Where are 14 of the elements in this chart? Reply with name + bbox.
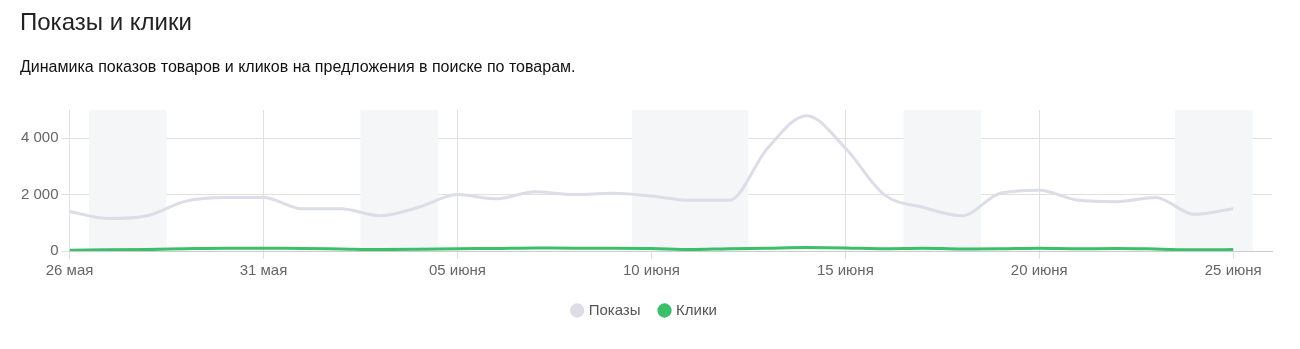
- x-tick-label: 15 июня: [816, 261, 874, 279]
- chart-subtitle: Динамика показов товаров и кликов на предложения в поиске по товарам.: [20, 58, 577, 76]
- y-tick-label: 4 000: [20, 128, 59, 146]
- x-tick-label: 25 июня: [1204, 261, 1262, 279]
- legend-label: Показы: [588, 300, 641, 318]
- x-tick-label: 05 июня: [428, 261, 486, 279]
- x-tick-label: 31 мая: [239, 261, 288, 279]
- x-tick-label: 10 июня: [622, 261, 680, 279]
- x-tick-label: 20 июня: [1010, 261, 1068, 279]
- legend-label: Клики: [676, 300, 717, 318]
- x-tick-label: 26 мая: [45, 261, 94, 279]
- chart-title: Показы и клики: [20, 8, 193, 36]
- y-tick-label: 0: [50, 241, 59, 259]
- y-tick-label: 2 000: [20, 184, 59, 202]
